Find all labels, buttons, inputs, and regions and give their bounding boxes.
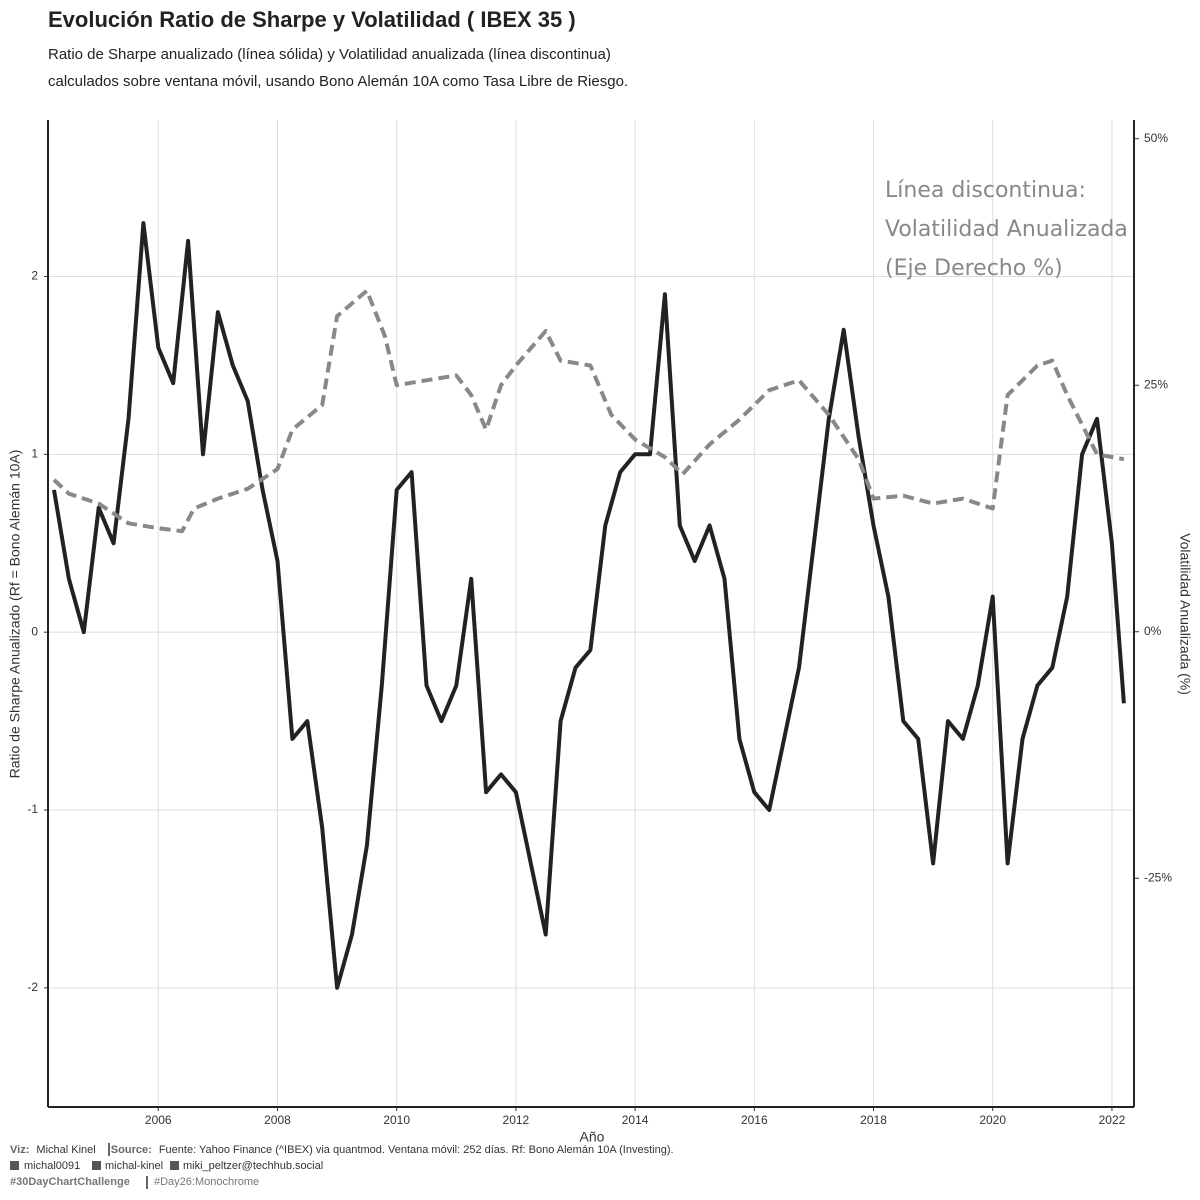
footer-text: miki_peltzer@techhub.social [183,1160,323,1172]
y-tick-label: 0 [31,624,38,638]
footer-text: michal0091 [24,1160,80,1172]
x-tick-label: 2014 [622,1113,649,1127]
footer-label: Viz: [10,1144,29,1156]
y2-tick-label: 0% [1144,624,1162,638]
annotation: Línea discontinua: [885,178,1086,203]
icon [92,1161,101,1170]
y-tick-label: 1 [31,447,38,461]
footer-line: Viz: Michal Kinel Source: Fuente: Yahoo … [10,1144,674,1156]
footer-label: Source: [111,1144,152,1156]
x-tick-label: 2022 [1099,1113,1126,1127]
footer-hashtag: #30DayChartChallenge [10,1176,130,1188]
x-tick-label: 2016 [741,1113,768,1127]
chart-title: Evolución Ratio de Sharpe y Volatilidad … [48,7,576,32]
x-tick-label: 2020 [979,1113,1006,1127]
x-tick-label: 2008 [264,1113,291,1127]
icon [170,1161,179,1170]
y2-axis-label: Volatilidad Anualizada (%) [1177,533,1193,695]
subtitle: calculados sobre ventana móvil, usando B… [48,73,628,90]
icon [10,1161,19,1170]
plot-area: -2 -1 0 1 2 2006 2008 2010 2012 2014 2016 2018 2020 2… [27,120,1172,1127]
footer-text: michal-kinel [105,1160,163,1172]
footer-hashtag: #Day26:Monochrome [154,1176,259,1188]
y2-tick-label: -25% [1144,870,1172,884]
y2-tick-label: 25% [1144,377,1168,391]
x-tick-label: 2006 [145,1113,172,1127]
y2-tick-label: 50% [1144,131,1168,145]
x-tick-label: 2010 [383,1113,410,1127]
footer-text: Michal Kinel [36,1144,95,1156]
x-axis-label: Año [580,1129,605,1145]
y-tick-label: -2 [27,980,38,994]
subtitle: Ratio de Sharpe anualizado (línea sólida… [48,46,611,63]
annotation: (Eje Derecho %) [885,256,1063,281]
annotation: Volatilidad Anualizada [885,217,1128,242]
volatility-line [52,288,1125,534]
y-tick-label: -1 [27,802,38,816]
y-axis-label: Ratio de Sharpe Anualizado (Rf = Bono Al… [7,450,23,779]
footer-text: Fuente: Yahoo Finance (^IBEX) via quantm… [159,1144,674,1156]
sharpe-line [52,221,1126,990]
y-tick-label: 2 [31,269,38,283]
x-tick-label: 2018 [860,1113,887,1127]
x-tick-label: 2012 [503,1113,530,1127]
